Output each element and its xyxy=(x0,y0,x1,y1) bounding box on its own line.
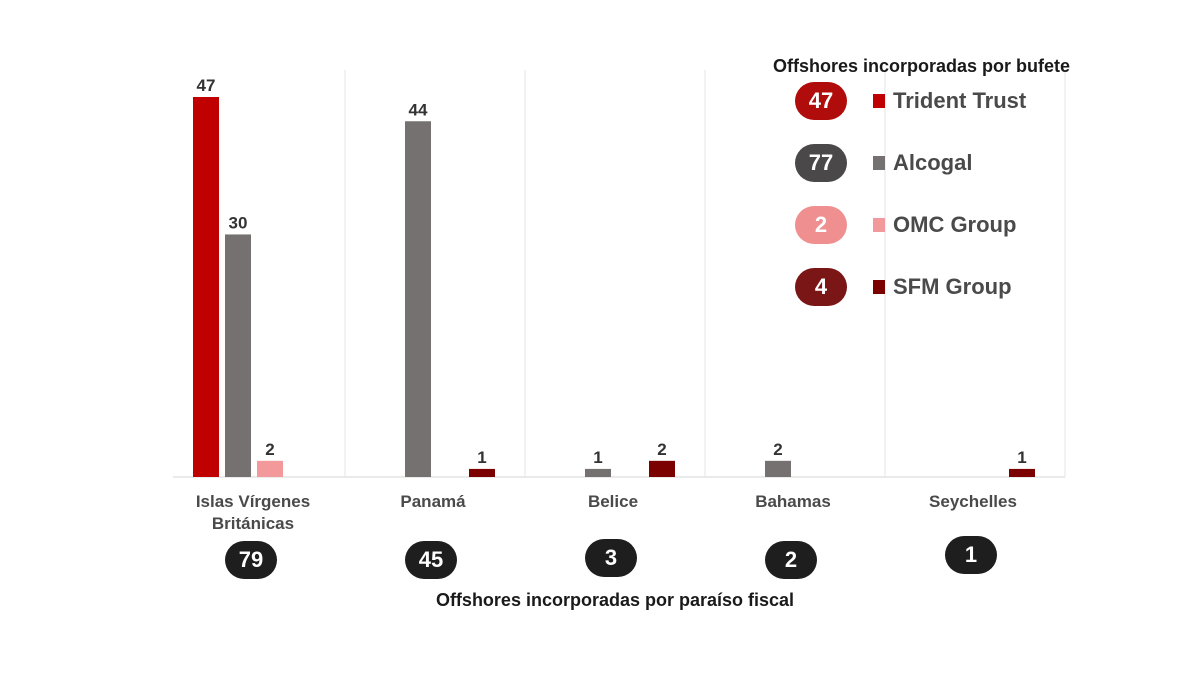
bar-alcogal xyxy=(225,234,251,477)
category-total-badge: 45 xyxy=(405,541,457,579)
legend-item-omc-group: 2 OMC Group xyxy=(795,206,1095,246)
legend-title: Offshores incorporadas por bufete xyxy=(772,56,1070,76)
legend-item-trident-trust: 47 Trident Trust xyxy=(795,82,1095,122)
category-label-line: Panamá xyxy=(400,492,466,511)
legend-swatch xyxy=(873,94,885,108)
bar-omc-group xyxy=(257,460,283,477)
data-label: 47 xyxy=(197,76,216,95)
data-label: 1 xyxy=(1017,448,1026,467)
legend-label: Trident Trust xyxy=(893,88,1027,113)
bar-sfm-group xyxy=(1009,468,1035,477)
category-label-line: Belice xyxy=(587,492,639,511)
legend-swatch xyxy=(873,280,885,294)
data-label: 2 xyxy=(657,440,666,459)
category-label: Panamá xyxy=(343,491,523,513)
bar-alcogal xyxy=(585,468,611,477)
bar-alcogal xyxy=(765,460,791,477)
category-label-line: Bahamas xyxy=(755,492,831,511)
legend-total-badge: 2 xyxy=(795,206,847,244)
category-total-badge: 79 xyxy=(225,541,277,579)
bar-sfm-group xyxy=(469,468,495,477)
legend-label: OMC Group xyxy=(893,212,1017,237)
legend-swatch xyxy=(873,156,885,170)
data-label: 1 xyxy=(593,448,602,467)
data-label: 1 xyxy=(477,448,486,467)
data-label: 44 xyxy=(409,100,428,119)
legend-label: SFM Group xyxy=(893,274,1012,299)
category-label: Bahamas xyxy=(703,491,883,513)
data-label: 2 xyxy=(773,440,782,459)
category-label-line: Islas Vírgenes xyxy=(195,492,311,511)
bar-trident-trust xyxy=(193,97,219,477)
category-label-line: Seychelles xyxy=(929,492,1017,511)
category-total-badge: 1 xyxy=(945,536,997,574)
category-label-line: Británicas xyxy=(211,514,295,533)
legend-swatch xyxy=(873,218,885,232)
bar-alcogal xyxy=(405,121,431,478)
category-label: Belice xyxy=(523,491,703,513)
data-label: 30 xyxy=(229,213,248,232)
category-total-badge: 2 xyxy=(765,541,817,579)
bar-sfm-group xyxy=(649,460,675,477)
legend-total-badge: 4 xyxy=(795,268,847,306)
data-label: 2 xyxy=(265,440,274,459)
category-total-badge: 3 xyxy=(585,539,637,577)
legend-item-alcogal: 77 Alcogal xyxy=(795,144,1095,184)
legend-item-sfm-group: 4 SFM Group xyxy=(795,268,1095,308)
legend-total-badge: 47 xyxy=(795,82,847,120)
category-label: Islas Vírgenes Británicas xyxy=(163,491,343,535)
category-label: Seychelles xyxy=(883,491,1063,513)
legend-label: Alcogal xyxy=(893,150,973,175)
legend-total-badge: 77 xyxy=(795,144,847,182)
x-axis-title: Offshores incorporadas por paraíso fisca… xyxy=(435,590,795,610)
